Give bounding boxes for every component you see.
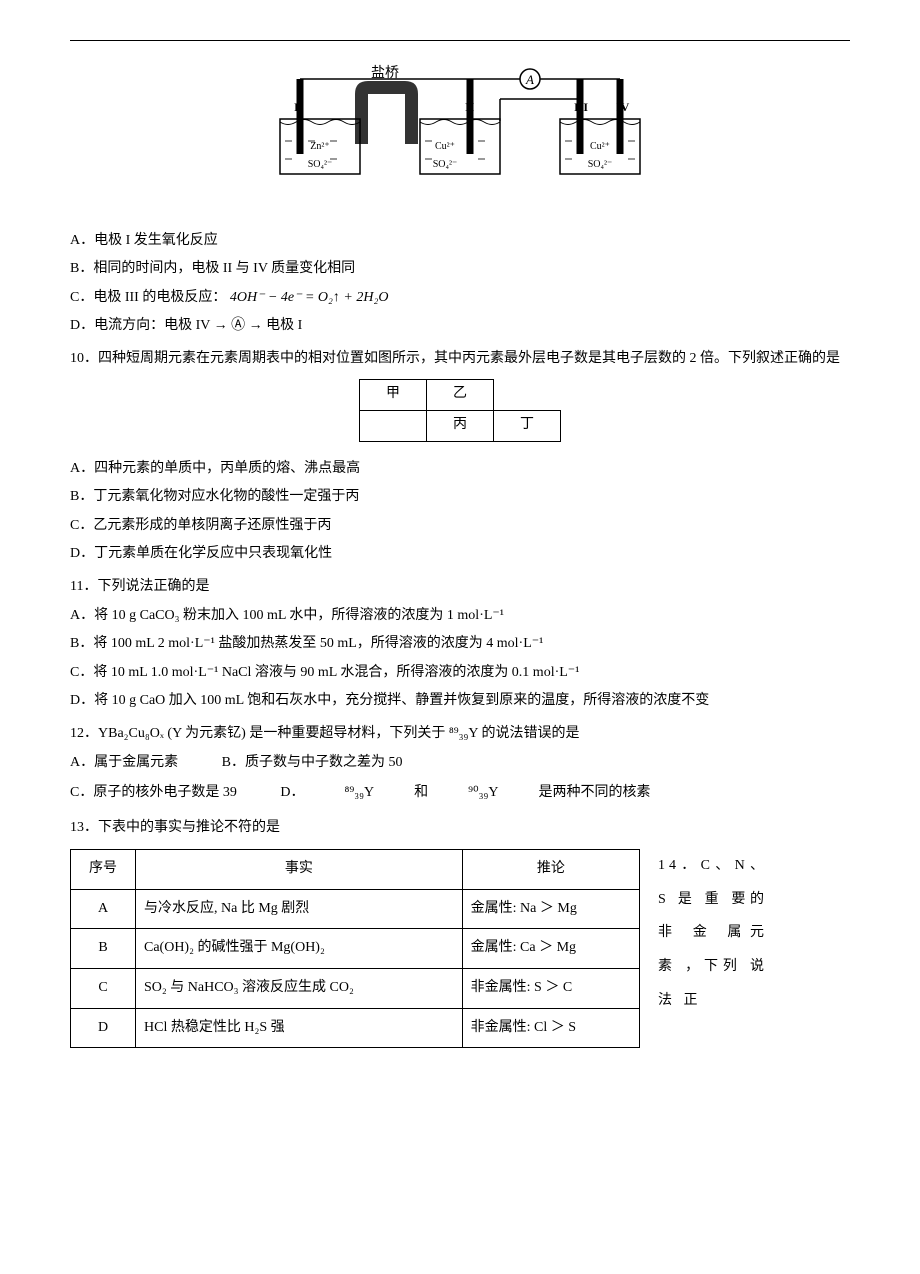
cell-jia: 甲 [360,379,427,410]
q13-h1: 序号 [71,850,136,890]
q11-option-c: C．将 10 mL 1.0 mol·L⁻¹ NaCl 溶液与 90 mL 水混合… [70,660,850,687]
table-row: B Ca(OH)₂ 的碱性强于 Mg(OH)₂ 金属性: Ca ＞ Mg [71,929,640,969]
q9-option-a: A．电极 I 发生氧化反应 [70,228,850,255]
table-row: A 与冷水反应, Na 比 Mg 剧烈 金属性: Na ＞ Mg [71,889,640,929]
q13-stem: 13．下表中的事实与推论不符的是 [70,815,850,842]
svg-text:I: I [294,100,299,114]
row-a-concl: 金属性: Na ＞ Mg [462,889,639,929]
row-b-n: B [71,929,136,969]
q11-option-b: B．将 100 mL 2 mol·L⁻¹ 盐酸加热蒸发至 50 mL，所得溶液的… [70,631,850,658]
q10-option-a: A．四种元素的单质中，丙单质的熔、沸点最高 [70,456,850,483]
row-b-fact: Ca(OH)₂ 的碱性强于 Mg(OH)₂ [136,929,463,969]
q12-option-c: C．原子的核外电子数是 39 [70,780,237,807]
q9-c-equation: 4OH⁻ − 4e⁻ = O₂↑ + 2H₂O [230,290,389,305]
q12-option-b: B．质子数与中子数之差为 50 [222,750,403,777]
svg-text:IV: IV [616,100,630,114]
q12-isotope: ⁸⁹₃₉Y [449,726,478,741]
q13-h2: 事实 [136,850,463,890]
q13-table: 序号 事实 推论 A 与冷水反应, Na 比 Mg 剧烈 金属性: Na ＞ M… [70,849,640,1048]
svg-text:Cu²⁺: Cu²⁺ [590,141,610,152]
svg-text:A: A [525,72,534,87]
q11-option-d: D．将 10 g CaO 加入 100 mL 饱和石灰水中，充分搅拌、静置并恢复… [70,688,850,715]
q9-option-d: D．电流方向：电极 IV → Ⓐ → 电极 I [70,313,850,340]
row-b-concl: 金属性: Ca ＞ Mg [462,929,639,969]
table-row: D HCl 热稳定性比 H₂S 强 非金属性: Cl ＞ S [71,1008,640,1048]
q10-option-c: C．乙元素形成的单核阴离子还原性强于丙 [70,513,850,540]
cell-yi: 乙 [427,379,494,410]
circuit-figure: A 盐桥 I Zn²⁺ SO₄²⁻ II Cu²⁺ SO₄²⁻ [70,59,850,210]
q12-d-iso1: ⁸⁹₃₉Y [344,780,374,807]
svg-text:SO₄²⁻: SO₄²⁻ [588,159,613,170]
cell-empty [494,379,561,410]
q9-option-b: B．相同的时间内，电极 II 与 IV 质量变化相同 [70,256,850,283]
table-row: C SO₂ 与 NaHCO₃ 溶液反应生成 CO₂ 非金属性: S ＞ C [71,969,640,1009]
q13-h3: 推论 [462,850,639,890]
q9-option-c: C．电极 III 的电极反应： 4OH⁻ − 4e⁻ = O₂↑ + 2H₂O [70,285,850,312]
row-c-n: C [71,969,136,1009]
q12-option-d: D． ⁸⁹₃₉Y 和 ⁹⁰₃₉Y 是两种不同的核素 [280,780,690,807]
svg-text:SO₄²⁻: SO₄²⁻ [433,159,458,170]
q14-fragment: 14．C、N、S 是 重 要的 非 金 属元 素 ，下列 说 法 正 [658,849,768,1017]
row-d-n: D [71,1008,136,1048]
svg-text:III: III [574,100,588,114]
q12-d-post: 是两种不同的核素 [538,780,650,807]
q12-stem-post: 的说法错误的是 [478,726,580,741]
q11-stem: 11．下列说法正确的是 [70,574,850,601]
row-a-fact: 与冷水反应, Na 比 Mg 剧烈 [136,889,463,929]
q10-option-d: D．丁元素单质在化学反应中只表现氧化性 [70,541,850,568]
row-c-fact: SO₂ 与 NaHCO₃ 溶液反应生成 CO₂ [136,969,463,1009]
q12-stem: 12．YBa₂Cu₈Oₓ (Y 为元素钇) 是一种重要超导材料，下列关于 ⁸⁹₃… [70,721,850,748]
q12-stem-pre: 12．YBa₂Cu₈Oₓ (Y 为元素钇) 是一种重要超导材料，下列关于 [70,726,449,741]
q9-c-prefix: C．电极 III 的电极反应： [70,290,226,305]
row-d-concl: 非金属性: Cl ＞ S [462,1008,639,1048]
cell-bing: 丙 [427,410,494,441]
q10-periodic-grid: 甲 乙 丙 丁 [359,379,561,442]
row-c-concl: 非金属性: S ＞ C [462,969,639,1009]
q12-d-pre: D． [280,780,304,807]
top-rule [70,40,850,41]
cell-empty2 [360,410,427,441]
svg-text:Cu²⁺: Cu²⁺ [435,141,455,152]
svg-text:Zn²⁺: Zn²⁺ [310,141,329,152]
svg-text:SO₄²⁻: SO₄²⁻ [308,159,333,170]
q10-stem: 10．四种短周期元素在元素周期表中的相对位置如图所示，其中丙元素最外层电子数是其… [70,346,850,373]
q11-option-a: A．将 10 g CaCO₃ 粉末加入 100 mL 水中，所得溶液的浓度为 1… [70,603,850,630]
svg-text:盐桥: 盐桥 [371,65,399,81]
q12-d-mid: 和 [414,780,428,807]
svg-text:II: II [465,100,475,114]
q12-option-a: A．属于金属元素 [70,750,178,777]
row-d-fact: HCl 热稳定性比 H₂S 强 [136,1008,463,1048]
q12-d-iso2: ⁹⁰₃₉Y [468,780,498,807]
cell-ding: 丁 [494,410,561,441]
q10-option-b: B．丁元素氧化物对应水化物的酸性一定强于丙 [70,484,850,511]
row-a-n: A [71,889,136,929]
